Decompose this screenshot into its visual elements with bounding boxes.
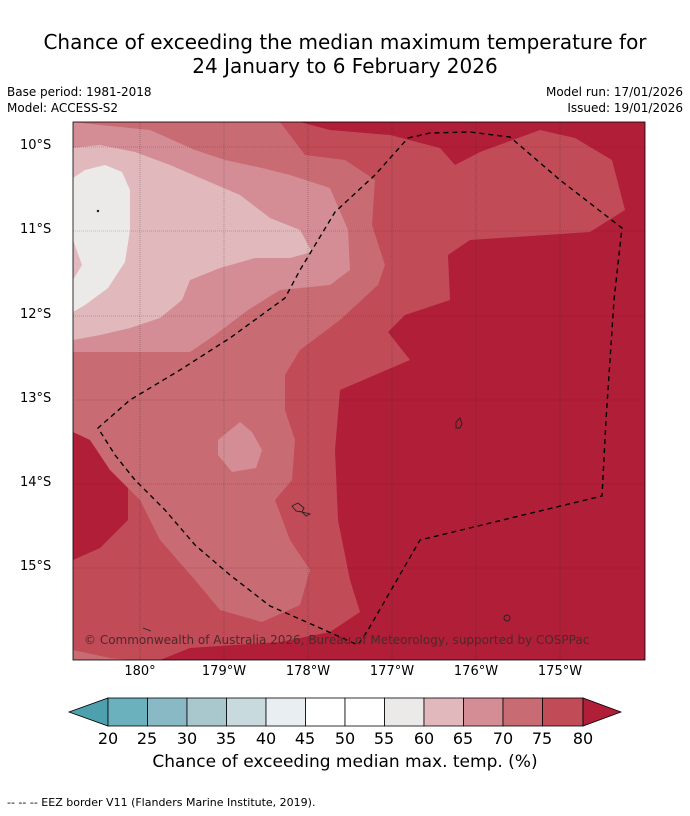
colorbar-label: 50: [334, 729, 356, 748]
model-run: Model run: 17/01/2026: [545, 85, 683, 99]
zone-60-65: [73, 145, 312, 340]
colorbar-label: 70: [492, 729, 514, 748]
lat-label-14s: 14°S: [20, 475, 52, 490]
lat-label-10s: 10°S: [20, 138, 52, 153]
eez-footnote: -- -- -- EEZ border V11 (Flanders Marine…: [7, 796, 316, 809]
colorbar-50-55: [344, 697, 385, 727]
colorbar-65-70: [463, 697, 504, 727]
colorbar-label: 55: [373, 729, 395, 748]
zone-70-75-bottom: [73, 650, 130, 660]
colorbar-label: 30: [176, 729, 198, 748]
colorbar-label: 40: [255, 729, 277, 748]
issued-date: Issued: 19/01/2026: [567, 101, 683, 115]
colorbar-title: Chance of exceeding median max. temp. (%…: [152, 752, 538, 772]
colorbar-70-75: [502, 697, 543, 727]
colorbar-60-65: [423, 697, 464, 727]
colorbar-label: 25: [136, 729, 158, 748]
colorbar-label: 60: [413, 729, 435, 748]
gridlines: [73, 122, 645, 660]
map-title: Chance of exceeding the median maximum t…: [0, 30, 690, 78]
colorbar-30-35: [186, 697, 227, 727]
copyright-notice: © Commonwealth of Australia 2026, Bureau…: [84, 633, 590, 647]
colorbar-label: 45: [294, 729, 316, 748]
meta-right: Model run: 17/01/2026 Issued: 19/01/2026: [546, 84, 683, 116]
title-line-2: 24 January to 6 February 2026: [192, 54, 498, 78]
colorbar-label: 35: [215, 729, 237, 748]
colorbar-below-20: [67, 697, 109, 727]
zone-65-70-island: [218, 422, 262, 472]
title-line-1: Chance of exceeding the median maximum t…: [43, 30, 647, 54]
lon-label-175w: 175°W: [537, 664, 583, 679]
colorbar-45-50: [305, 697, 346, 727]
model-name: Model: ACCESS-S2: [7, 101, 119, 115]
colorbar-above-80: [582, 697, 623, 727]
map-frame: [72, 121, 646, 661]
colorbar-label: 75: [531, 729, 553, 748]
colorbar-20-25: [107, 697, 148, 727]
colorbar-75-80: [542, 697, 584, 727]
lon-label-179w: 179°W: [201, 664, 247, 679]
eez-border: [97, 131, 623, 646]
probability-field: [73, 122, 645, 660]
lat-label-12s: 12°S: [20, 307, 52, 322]
colorbar-25-30: [147, 697, 188, 727]
colorbar-label: 20: [97, 729, 119, 748]
meta-left: Base period: 1981-2018 Model: ACCESS-S2: [7, 84, 152, 116]
colorbar-label: 80: [572, 729, 594, 748]
base-period: Base period: 1981-2018: [7, 85, 152, 99]
islands: [96, 209, 511, 632]
colorbar-35-40: [226, 697, 267, 727]
lon-label-176w: 176°W: [453, 664, 499, 679]
lat-label-15s: 15°S: [20, 559, 52, 574]
zone-55-60: [73, 165, 130, 312]
colorbar-label: 65: [452, 729, 474, 748]
lon-label-177w: 177°W: [369, 664, 415, 679]
lon-label-180: 180°: [124, 664, 156, 679]
colorbar-55-60: [384, 697, 425, 727]
lat-label-13s: 13°S: [20, 391, 52, 406]
colorbar: [67, 697, 623, 727]
lon-label-178w: 178°W: [285, 664, 331, 679]
lat-label-11s: 11°S: [20, 222, 52, 237]
colorbar-40-45: [265, 697, 306, 727]
